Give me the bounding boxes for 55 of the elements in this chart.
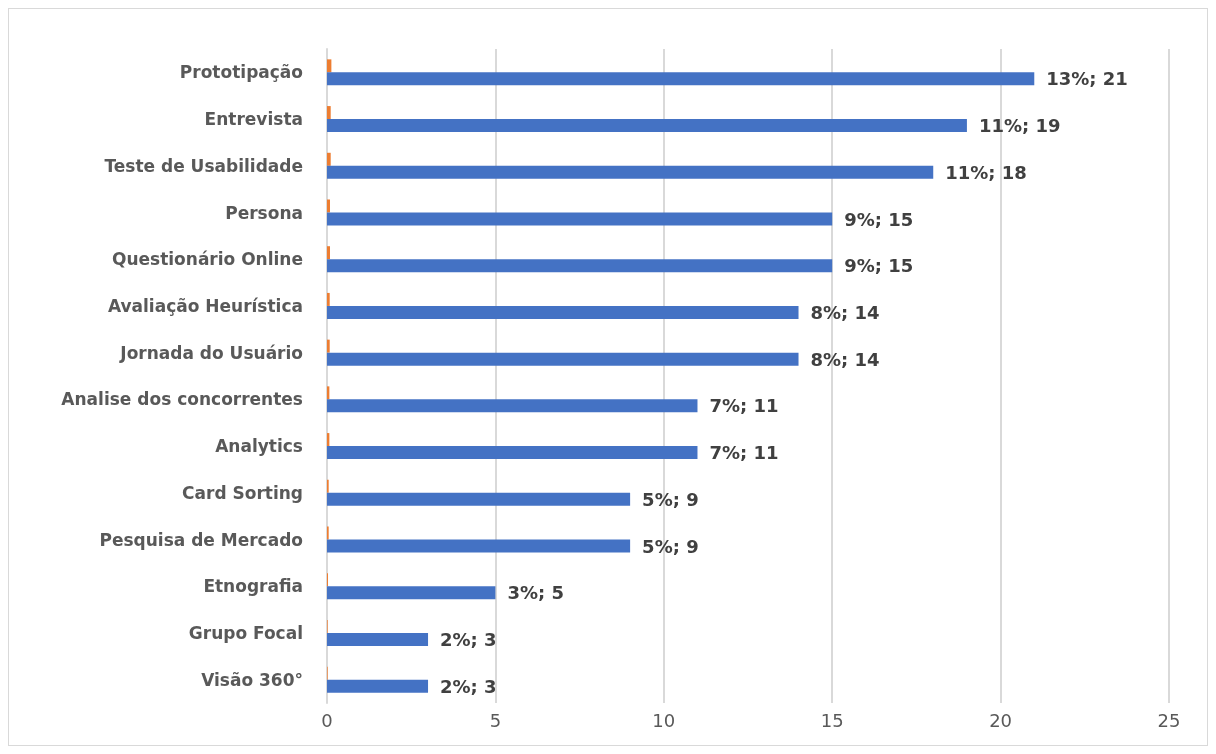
bar — [327, 632, 429, 646]
bar — [327, 305, 799, 319]
x-tick-label: 5 — [489, 709, 502, 731]
y-tick-label: Avaliação Heurística — [107, 295, 303, 316]
bar — [327, 199, 331, 213]
data-label: 7%; 11 — [709, 442, 779, 464]
y-tick-label: Questionário Online — [111, 249, 303, 270]
data-label: 9%; 15 — [844, 208, 914, 230]
data-label: 5%; 9 — [642, 488, 699, 510]
data-label: 8%; 14 — [810, 348, 880, 370]
bar — [327, 212, 833, 226]
bar — [327, 292, 330, 306]
y-tick-label: Jornada do Usuário — [119, 342, 303, 363]
y-tick-label: Visão 360° — [201, 669, 303, 690]
bar — [327, 72, 1035, 86]
bar — [327, 106, 331, 120]
bar — [327, 119, 967, 133]
y-tick-label: Analise dos concorrentes — [61, 389, 303, 410]
data-label: 2%; 3 — [440, 675, 497, 697]
y-tick-label: Pesquisa de Mercado — [99, 529, 303, 550]
data-label: 3%; 5 — [507, 582, 564, 604]
bar — [327, 399, 698, 413]
y-tick-label: Grupo Focal — [188, 622, 303, 643]
data-label: 13%; 21 — [1046, 68, 1128, 90]
x-tick-label: 20 — [989, 709, 1013, 731]
bar — [327, 586, 496, 600]
data-label: 9%; 15 — [844, 255, 914, 277]
y-tick-label: Persona — [225, 202, 303, 223]
bar — [327, 446, 698, 460]
bar — [327, 165, 934, 179]
bar — [327, 339, 330, 353]
bar — [327, 152, 331, 166]
bar — [327, 679, 429, 693]
y-tick-label: Teste de Usabilidade — [104, 155, 303, 176]
y-tick-label: Entrevista — [204, 109, 303, 130]
bar — [327, 59, 332, 73]
data-label: 11%; 19 — [978, 115, 1061, 137]
data-label: 7%; 11 — [709, 395, 779, 417]
bar — [327, 492, 631, 506]
x-tick-label: 25 — [1157, 709, 1181, 731]
data-label: 8%; 14 — [810, 301, 880, 323]
y-tick-label: Card Sorting — [182, 482, 303, 503]
y-tick-label: Etnografia — [203, 576, 303, 597]
bar — [327, 352, 799, 366]
x-tick-label: 15 — [820, 709, 844, 731]
data-label: 11%; 18 — [945, 161, 1027, 183]
bar — [327, 246, 331, 260]
data-label: 2%; 3 — [440, 628, 497, 650]
x-tick-label: 0 — [321, 709, 333, 731]
data-label: 5%; 9 — [642, 535, 699, 557]
x-tick-label: 10 — [652, 709, 676, 731]
bar — [327, 539, 631, 553]
bar — [327, 259, 833, 273]
y-tick-label: Analytics — [215, 436, 303, 457]
y-tick-label: Prototipação — [179, 62, 303, 83]
